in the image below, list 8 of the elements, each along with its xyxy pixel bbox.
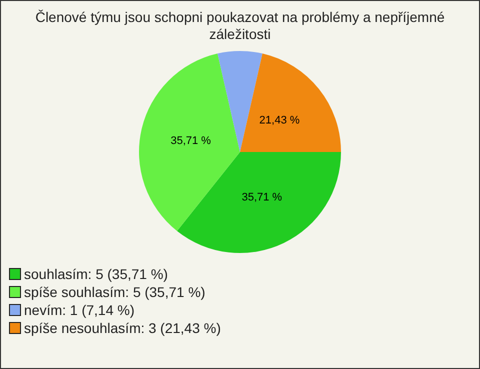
data-label: 21,43 % [259, 114, 300, 127]
data-label: 35,71 % [242, 192, 282, 204]
legend-label: souhlasím: 5 (35,71 %) [24, 266, 168, 282]
chart-title: Členové týmu jsou schopni poukazovat na problémy a nepříjemné záležitosti [34, 9, 446, 43]
legend-label: nevím: 1 (7,14 %) [24, 302, 134, 318]
legend-label: spíše souhlasím: 5 (35,71 %) [24, 284, 206, 300]
legend-label: spíše nesouhlasím: 3 (21,43 %) [24, 320, 221, 336]
data-label: 35,71 % [170, 134, 212, 147]
